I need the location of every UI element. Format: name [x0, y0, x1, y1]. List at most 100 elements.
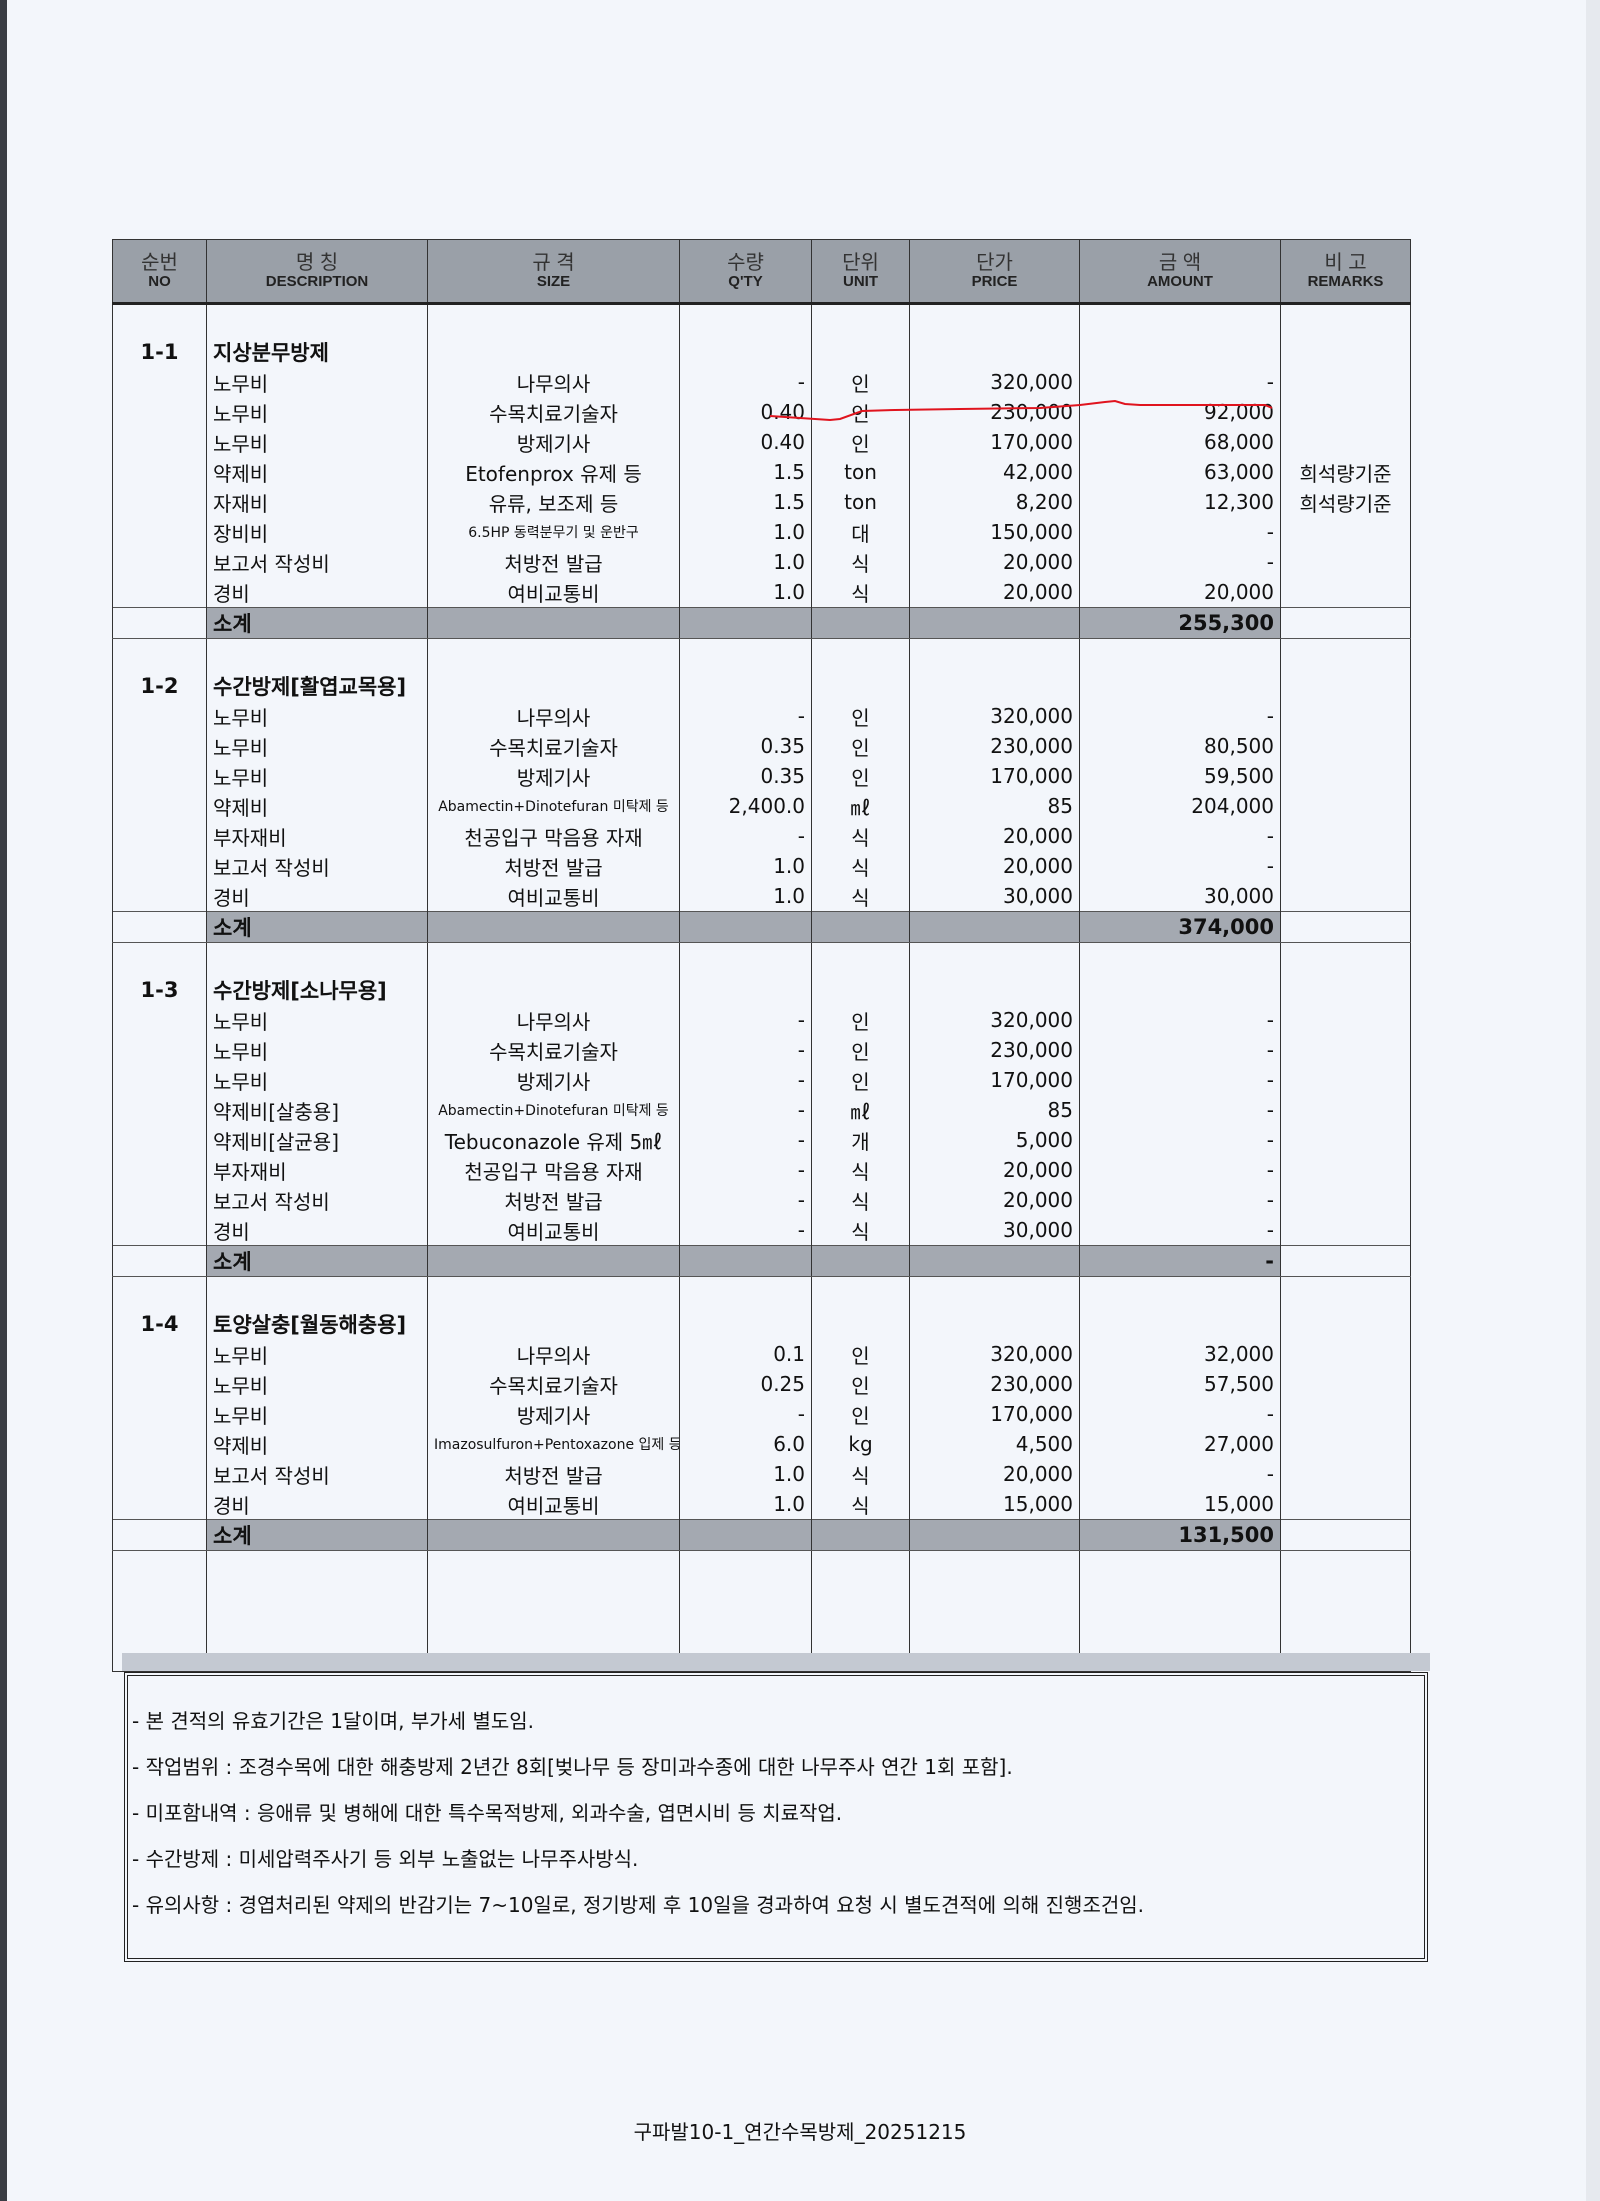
- item-unit: 인: [811, 731, 910, 761]
- empty-cell: [206, 942, 428, 975]
- item-unit: 개: [811, 1125, 910, 1155]
- item-qty: -: [679, 1155, 812, 1185]
- empty-cell: [112, 911, 207, 943]
- empty-cell: [112, 1369, 207, 1399]
- item-amount: 32,000: [1079, 1339, 1281, 1369]
- item-amount: 30,000: [1079, 881, 1281, 912]
- item-price: 20,000: [909, 577, 1080, 608]
- item-description: 약제비[살균용]: [206, 1125, 428, 1155]
- subtotal-row: 소계 255,300: [112, 607, 1411, 639]
- empty-cell: [112, 1339, 207, 1369]
- item-amount: 63,000: [1079, 457, 1281, 487]
- subtotal-label: 소계: [206, 1245, 428, 1277]
- empty-cell: [427, 607, 680, 639]
- empty-cell: [1079, 303, 1281, 337]
- item-qty: 1.0: [679, 547, 812, 577]
- item-qty: -: [679, 1399, 812, 1429]
- note-line: - 미포함내역 : 응애류 및 병해에 대한 특수목적방제, 외과수술, 엽면시…: [132, 1801, 843, 1825]
- item-amount: 57,500: [1079, 1369, 1281, 1399]
- empty-cell: [811, 638, 910, 671]
- item-price: 15,000: [909, 1489, 1080, 1520]
- empty-cell: [112, 1399, 207, 1429]
- empty-cell: [811, 975, 910, 1005]
- item-remark: [1280, 731, 1411, 761]
- item-amount: -: [1079, 517, 1281, 547]
- column-header-amount: 금 액 AMOUNT: [1079, 239, 1281, 305]
- item-size: Abamectin+Dinotefuran 미탁제 등: [427, 1095, 680, 1125]
- item-remark: [1280, 517, 1411, 547]
- table-row: 노무비 나무의사 0.1 인 320,000 32,000: [112, 1339, 1411, 1369]
- table-row: 노무비 방제기사 0.40 인 170,000 68,000: [112, 427, 1411, 457]
- item-size: 나무의사: [427, 1005, 680, 1035]
- item-amount: 15,000: [1079, 1489, 1281, 1520]
- empty-cell: [909, 337, 1080, 367]
- item-unit: 식: [811, 1155, 910, 1185]
- table-row: 경비 여비교통비 1.0 식 15,000 15,000: [112, 1489, 1411, 1520]
- item-qty: -: [679, 1005, 812, 1035]
- item-qty: 0.35: [679, 731, 812, 761]
- table-row: 약제비 Etofenprox 유제 등 1.5 ton 42,000 63,000 희석량기…: [112, 457, 1411, 487]
- subtotal-label: 소계: [206, 1519, 428, 1551]
- empty-cell: [909, 1309, 1080, 1339]
- item-unit: 식: [811, 1489, 910, 1520]
- empty-cell: [1280, 337, 1411, 367]
- item-remark: [1280, 1005, 1411, 1035]
- item-remark: [1280, 367, 1411, 397]
- item-description: 약제비: [206, 791, 428, 821]
- column-header-unit: 단위 UNIT: [811, 239, 910, 305]
- scan-edge: [0, 0, 7, 2201]
- item-qty: 6.0: [679, 1429, 812, 1459]
- empty-cell: [1280, 975, 1411, 1005]
- empty-cell: [112, 1245, 207, 1277]
- item-unit: 인: [811, 1065, 910, 1095]
- empty-cell: [811, 607, 910, 639]
- item-qty: -: [679, 1065, 812, 1095]
- empty-cell: [1079, 942, 1281, 975]
- item-unit: ton: [811, 457, 910, 487]
- empty-cell: [1280, 1309, 1411, 1339]
- table-row: 노무비 나무의사 - 인 320,000-: [112, 1005, 1411, 1035]
- empty-cell: [909, 1276, 1080, 1309]
- empty-cell: [811, 942, 910, 975]
- item-amount: 27,000: [1079, 1429, 1281, 1459]
- spacer-row: [112, 638, 1411, 671]
- column-header-en: NO: [148, 272, 171, 290]
- blank-row: [112, 1550, 1411, 1672]
- column-header-remarks: 비 고 REMARKS: [1280, 239, 1411, 305]
- empty-cell: [1079, 638, 1281, 671]
- table-header: 순번 NO 명 칭 DESCRIPTION 규 격 SIZE 수량 Q'TY 단위 UNIT 단가 P…: [112, 239, 1411, 305]
- empty-cell: [112, 1155, 207, 1185]
- item-remark: [1280, 1095, 1411, 1125]
- item-size: 여비교통비: [427, 881, 680, 912]
- empty-cell: [679, 303, 812, 337]
- item-amount: -: [1079, 1399, 1281, 1429]
- scan-edge-right: [1586, 0, 1600, 2201]
- item-price: 20,000: [909, 547, 1080, 577]
- item-description: 노무비: [206, 761, 428, 791]
- item-size: 수목치료기술자: [427, 731, 680, 761]
- item-remark: [1280, 1215, 1411, 1246]
- item-remark: [1280, 1155, 1411, 1185]
- empty-cell: [679, 1519, 812, 1551]
- empty-cell: [112, 881, 207, 912]
- item-qty: 1.0: [679, 577, 812, 608]
- item-size: 방제기사: [427, 1065, 680, 1095]
- item-price: 320,000: [909, 1339, 1080, 1369]
- item-price: 20,000: [909, 1459, 1080, 1489]
- item-unit: 인: [811, 427, 910, 457]
- empty-cell: [427, 1276, 680, 1309]
- item-unit: 인: [811, 761, 910, 791]
- empty-cell: [206, 303, 428, 337]
- item-qty: -: [679, 367, 812, 397]
- item-qty: 0.40: [679, 397, 812, 427]
- empty-cell: [1280, 303, 1411, 337]
- section-number: 1-4: [112, 1309, 207, 1339]
- item-description: 경비: [206, 1215, 428, 1246]
- table-row: 부자재비 천공입구 막음용 자재 - 식 20,000-: [112, 821, 1411, 851]
- subtotal-amount: 374,000: [1079, 911, 1281, 943]
- spacer-row: [112, 1276, 1411, 1309]
- empty-cell: [1280, 911, 1411, 943]
- item-unit: ㎖: [811, 791, 910, 821]
- item-description: 노무비: [206, 1399, 428, 1429]
- item-amount: -: [1079, 1155, 1281, 1185]
